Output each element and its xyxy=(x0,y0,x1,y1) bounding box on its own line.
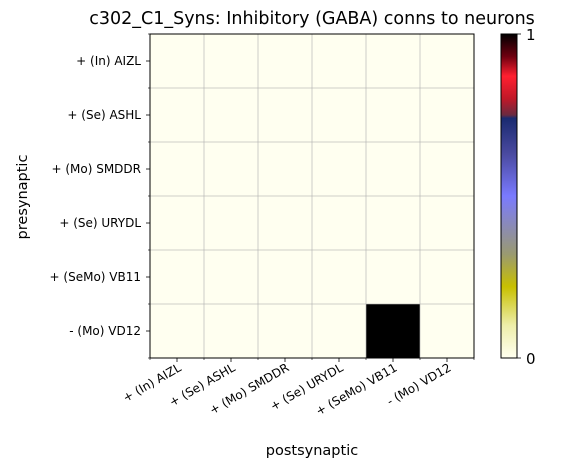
heatmap-cell xyxy=(150,196,205,251)
heatmap-cell xyxy=(420,196,475,251)
heatmap-cell xyxy=(312,142,367,197)
heatmap-cell xyxy=(420,304,475,359)
heatmap-cell xyxy=(204,34,259,89)
heatmap-cell xyxy=(420,250,475,305)
heatmap-cell xyxy=(366,250,421,305)
y-ticks: + (In) AIZL + (Se) ASHL + (Mo) SMDDR + (Se)… xyxy=(50,33,150,359)
heatmap-cell xyxy=(204,250,259,305)
heatmap-cell xyxy=(312,304,367,359)
heatmap-cell xyxy=(258,304,313,359)
heatmap-cell xyxy=(258,196,313,251)
y-tick-label: + (SeMo) VB11 xyxy=(50,270,141,284)
heatmap-cell xyxy=(150,250,205,305)
heatmap-cell xyxy=(420,142,475,197)
heatmap-cell xyxy=(312,250,367,305)
colorbar-ticks: 01 xyxy=(517,26,536,368)
y-axis-label: presynaptic xyxy=(15,155,31,240)
heatmap-cell xyxy=(312,196,367,251)
grid-lines xyxy=(150,34,474,358)
heatmap-cell xyxy=(312,88,367,143)
colorbar-tick-label: 1 xyxy=(526,26,536,44)
heatmap-cell xyxy=(366,196,421,251)
colorbar-gradient xyxy=(500,33,518,359)
y-tick-label: + (Mo) SMDDR xyxy=(51,162,141,176)
heatmap-cell xyxy=(366,142,421,197)
heatmap-cell xyxy=(420,34,475,89)
colorbar-tick-label: 0 xyxy=(526,350,536,368)
chart-title: c302_C1_Syns: Inhibitory (GABA) conns to… xyxy=(89,9,535,29)
heatmap-cell xyxy=(204,304,259,359)
heatmap-cell xyxy=(150,142,205,197)
y-tick-label: + (Se) URYDL xyxy=(59,216,141,230)
heatmap-cell xyxy=(258,250,313,305)
heatmap-cell xyxy=(150,34,205,89)
x-axis-label: postsynaptic xyxy=(266,443,358,459)
y-tick-label: + (In) AIZL xyxy=(76,54,141,68)
heatmap-cell xyxy=(204,142,259,197)
heatmap-cell xyxy=(150,88,205,143)
heatmap-cell xyxy=(258,34,313,89)
heatmap-cell xyxy=(258,142,313,197)
heatmap-cell xyxy=(204,196,259,251)
heatmap-cell xyxy=(258,88,313,143)
x-ticks: + (In) AIZL+ (Se) ASHL+ (Mo) SMDDR+ (Se)… xyxy=(120,358,475,418)
heatmap-cell xyxy=(366,34,421,89)
heatmap-cell xyxy=(312,34,367,89)
heatmap-cell xyxy=(366,88,421,143)
heatmap-cell xyxy=(150,304,205,359)
y-tick-label: + (Se) ASHL xyxy=(67,108,141,122)
heatmap-cell xyxy=(420,88,475,143)
colorbar: 01 xyxy=(500,26,536,368)
heatmap-cell xyxy=(204,88,259,143)
heatmap-cell xyxy=(366,304,421,359)
heatmap-cells xyxy=(150,34,475,359)
y-tick-label: - (Mo) VD12 xyxy=(69,324,141,338)
